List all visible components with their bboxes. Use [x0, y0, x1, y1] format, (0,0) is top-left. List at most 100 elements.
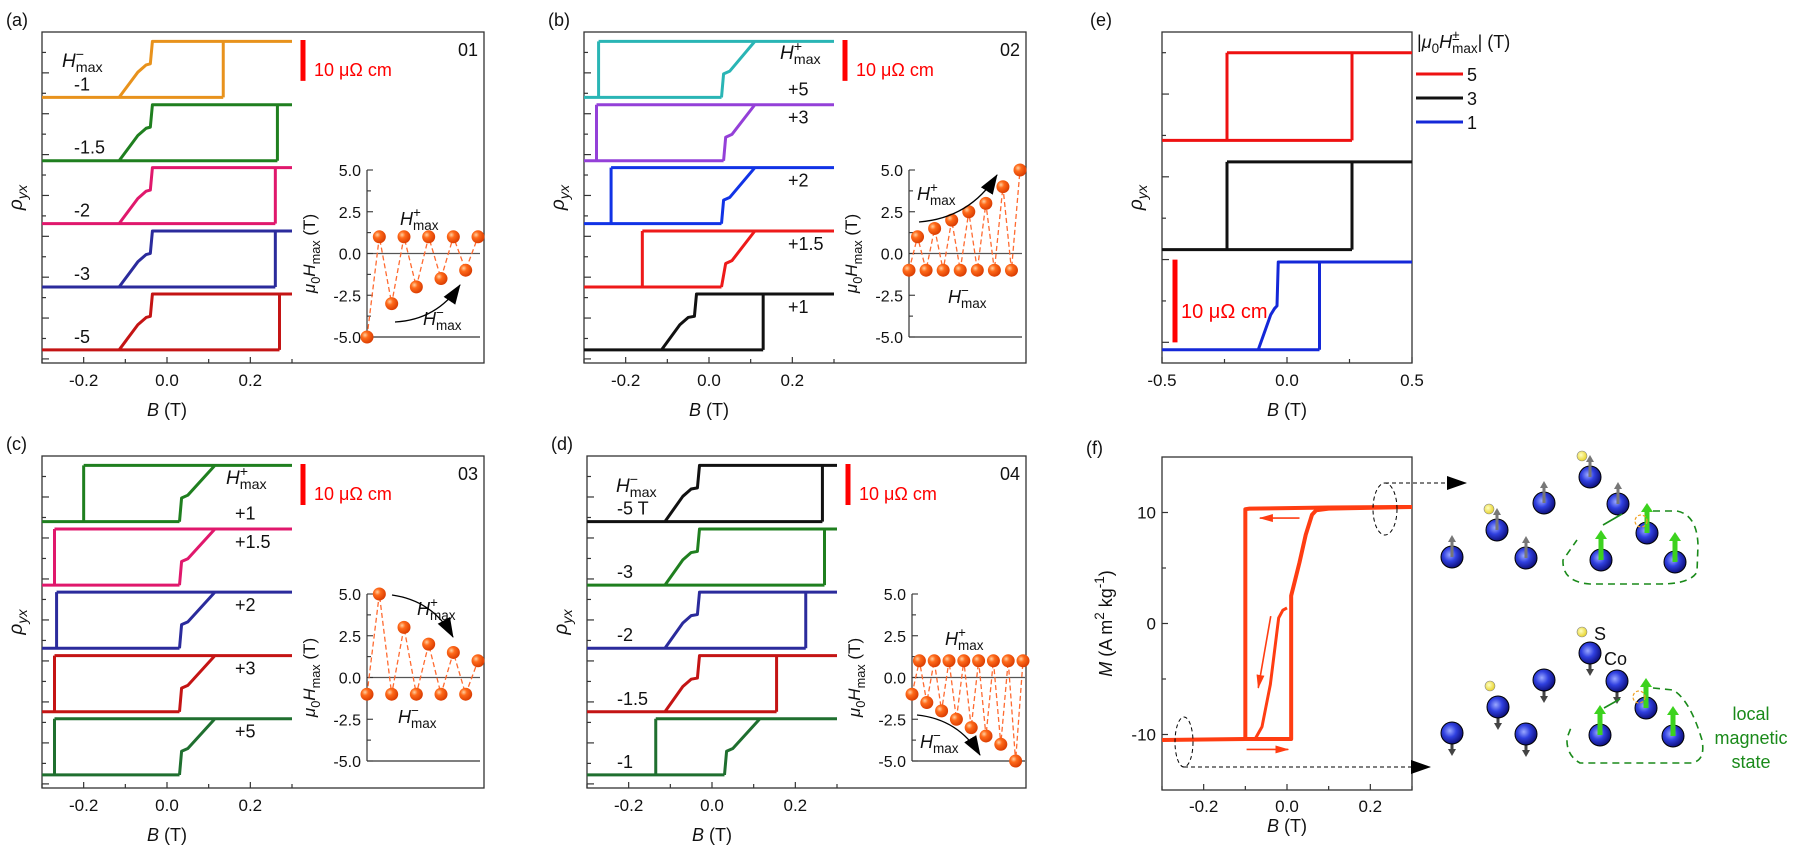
- legend: |μ0H± max| (T)531: [1416, 28, 1510, 133]
- text-segment: max: [961, 296, 987, 311]
- text-segment: max: [436, 318, 462, 333]
- inset-data-point: [953, 263, 967, 277]
- local-state-boundary: [1566, 687, 1704, 764]
- s-atom: [1576, 450, 1588, 462]
- x-tick-label: 0.2: [1359, 797, 1383, 816]
- inset-data-point: [994, 737, 1008, 751]
- hysteresis-loop-1: [42, 103, 292, 163]
- text-segment: (T): [1279, 400, 1307, 420]
- inset-y-tick-label: 0.0: [339, 247, 361, 264]
- curve-label: -3: [74, 264, 90, 284]
- text-segment: max: [958, 638, 984, 653]
- inset-data-point: [964, 721, 978, 735]
- text-segment: ±: [1452, 28, 1459, 43]
- inset-data-point: [459, 263, 473, 277]
- inset-data-point: [471, 230, 485, 244]
- inset-data-point: [920, 696, 934, 710]
- text-segment: 0: [1432, 41, 1440, 56]
- panel-letter: (f): [1086, 438, 1103, 458]
- inset-data-point: [434, 687, 448, 701]
- arrow-head-icon: [1669, 532, 1681, 541]
- arrow-head-icon: [1522, 750, 1530, 757]
- hmax-header-label: H− max: [62, 47, 103, 76]
- inset-y-tick-label: -2.5: [333, 712, 361, 729]
- hysteresis-loop-2: [1162, 260, 1412, 352]
- s-atom-label: S: [1594, 624, 1606, 644]
- text-segment: | (T): [1478, 32, 1511, 52]
- scale-bar-label: 10 μΩ cm: [314, 60, 392, 80]
- curve-label: +5: [235, 722, 256, 742]
- y-tick-label: 10: [1137, 504, 1156, 523]
- curve-label: -2: [617, 625, 633, 645]
- scale-bar-label: 10 μΩ cm: [856, 60, 934, 80]
- panel-letter: (b): [548, 10, 570, 30]
- inset-data-point: [911, 230, 925, 244]
- arrow-head-icon: [1540, 696, 1548, 703]
- legend-label: 1: [1467, 113, 1477, 133]
- inset-data-point: [1004, 263, 1018, 277]
- inset-data-point: [970, 263, 984, 277]
- text-segment: H: [300, 688, 319, 701]
- text-segment: max: [853, 664, 868, 689]
- text-segment: ): [1096, 570, 1116, 576]
- inset-y-tick-label: -2.5: [333, 288, 361, 305]
- inset-y-axis-label: μ0Hmax (T): [300, 214, 323, 294]
- curve-label: +3: [788, 108, 809, 128]
- magnetization-curve-2: [1254, 606, 1288, 739]
- text-segment: B: [692, 825, 704, 845]
- co-sphere: [1532, 668, 1556, 692]
- x-tick-label: -0.2: [1189, 797, 1218, 816]
- text-segment: ρ: [551, 624, 572, 636]
- hysteresis-loop-1: [587, 527, 837, 587]
- hmax-header-label: H− max: [616, 472, 657, 501]
- sample-id-label: 04: [1000, 464, 1020, 484]
- x-tick-label: -0.2: [69, 796, 98, 815]
- text-segment: ρ: [6, 199, 27, 211]
- inset-data-point: [360, 687, 374, 701]
- hysteresis-loop-2: [42, 166, 292, 226]
- text-segment: μ: [842, 283, 861, 294]
- text-segment: +: [958, 625, 966, 640]
- inset-data-point: [987, 263, 1001, 277]
- x-tick-label: 0.0: [1275, 371, 1299, 390]
- inset-dashed-connector: [366, 593, 479, 697]
- text-segment: max: [430, 608, 456, 623]
- text-segment: 0: [308, 701, 323, 708]
- text-segment: (T): [159, 400, 187, 420]
- arrow-head-icon: [1586, 669, 1594, 676]
- hysteresis-loop-2: [587, 590, 837, 650]
- x-tick-label: -0.5: [1147, 371, 1176, 390]
- arrow-head-icon: [1595, 530, 1607, 539]
- curve-label: +1.5: [235, 532, 271, 552]
- inset-data-point: [459, 687, 473, 701]
- hmax-header-label: H+ max: [226, 464, 267, 493]
- panel-letter: (c): [6, 434, 27, 454]
- inset-y-tick-label: -5.0: [878, 754, 906, 771]
- scale-bar-label: 10 μΩ cm: [314, 484, 392, 504]
- inset-data-point: [905, 687, 919, 701]
- inset-y-tick-label: 2.5: [339, 629, 361, 646]
- inset-data-point: [471, 654, 485, 668]
- text-segment: max: [240, 477, 267, 493]
- inset-y-tick-label: 2.5: [881, 205, 903, 222]
- text-segment: +: [794, 39, 802, 55]
- arrow-head-icon: [1640, 678, 1652, 687]
- co-sphere: [1440, 721, 1464, 745]
- x-tick-label: 0.0: [155, 371, 179, 390]
- x-axis-label: B (T): [147, 825, 187, 845]
- curve-label: +2: [235, 595, 256, 615]
- arrow-head-icon: [1667, 706, 1679, 715]
- inset-data-point: [1016, 654, 1030, 668]
- text-segment: +: [240, 464, 248, 480]
- hysteresis-loop-0: [587, 463, 837, 524]
- x-axis-label: B (T): [1267, 816, 1307, 836]
- curve-label: +1.5: [788, 234, 824, 254]
- text-segment: H: [945, 629, 959, 649]
- trend-arrow-icon: [391, 594, 454, 638]
- s-atom: [1483, 503, 1495, 515]
